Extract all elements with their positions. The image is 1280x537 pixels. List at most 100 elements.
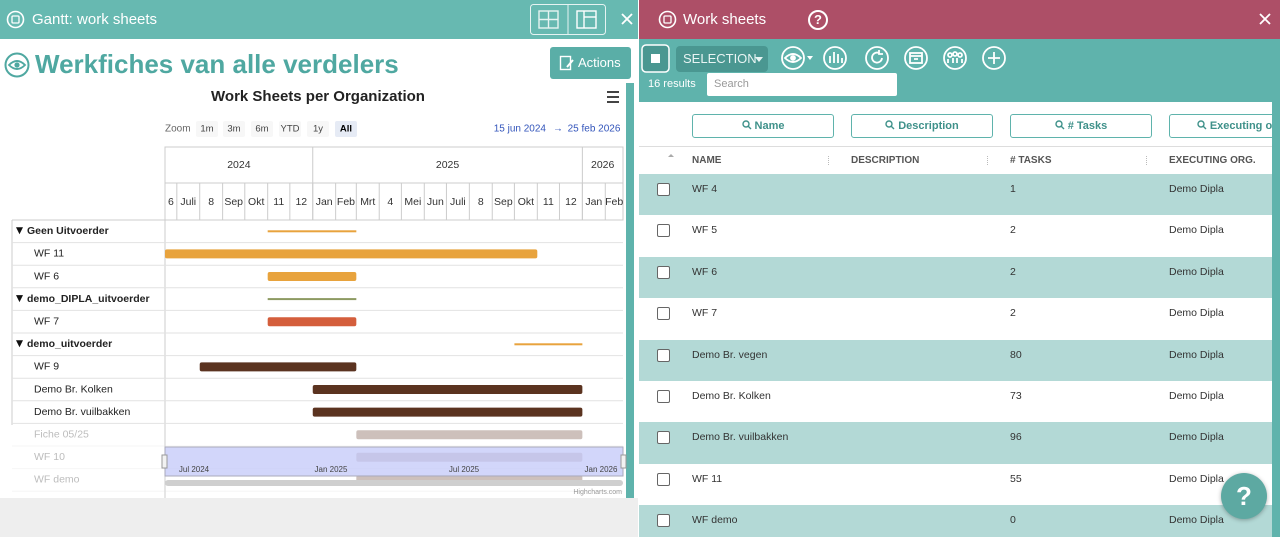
summary-bar xyxy=(267,230,357,233)
task-bar[interactable] xyxy=(199,362,357,372)
month-label: Jan xyxy=(585,196,602,208)
table-row[interactable]: Demo Br. Kolken 73 Demo Dipla xyxy=(639,381,1272,423)
zoom-button[interactable]: All xyxy=(335,121,357,137)
navigator-scrollbar[interactable] xyxy=(165,480,623,486)
column-header[interactable]: NAME xyxy=(692,155,722,166)
sort-icon xyxy=(828,156,831,165)
task-bar[interactable] xyxy=(267,317,357,327)
collapse-arrow[interactable] xyxy=(16,295,23,303)
archive-button[interactable] xyxy=(904,46,928,70)
collapse-arrow[interactable] xyxy=(16,340,23,348)
cell-org: Demo Dipla xyxy=(1169,472,1224,485)
row-checkbox[interactable] xyxy=(657,307,670,321)
navigator[interactable] xyxy=(164,446,624,477)
navigator-label: Jul 2025 xyxy=(449,465,480,474)
panel-icon xyxy=(6,10,25,29)
search-icon xyxy=(1055,120,1065,130)
row-checkbox[interactable] xyxy=(657,514,670,528)
zoom-button[interactable]: 3m xyxy=(223,121,245,137)
zoom-button-label: All xyxy=(340,124,352,135)
actions-icon xyxy=(559,55,574,71)
cell-name: WF 5 xyxy=(692,224,718,237)
filter-button[interactable]: Description xyxy=(851,114,993,138)
row-checkbox[interactable] xyxy=(657,183,670,196)
close-button[interactable] xyxy=(620,12,634,26)
view-toggle[interactable] xyxy=(530,4,606,35)
filter-button[interactable]: Name xyxy=(692,114,834,138)
group-button[interactable] xyxy=(943,46,967,70)
table-row[interactable]: WF 5 2 Demo Dipla xyxy=(639,215,1272,257)
table: Name Description # Tasks Executing org NAME D… xyxy=(639,102,1280,537)
row-checkbox[interactable] xyxy=(657,265,670,279)
navigator-label: Jan 2026 xyxy=(585,465,618,474)
help-button[interactable]: ? xyxy=(1221,473,1267,519)
selection-dropdown[interactable]: SELECTION xyxy=(676,46,768,72)
table-row[interactable]: Demo Br. vegen 80 Demo Dipla xyxy=(639,339,1272,381)
scrollbar[interactable] xyxy=(626,83,634,498)
navigator-handle[interactable] xyxy=(620,454,627,469)
cell-name: Demo Br. Kolken xyxy=(692,390,771,402)
task-bar[interactable] xyxy=(165,249,538,259)
actions-button[interactable]: Actions xyxy=(550,47,631,79)
row-label: WF demo xyxy=(34,474,80,486)
filter-button[interactable]: # Tasks xyxy=(1010,114,1152,138)
month-label: Okt xyxy=(518,196,534,208)
row-checkbox[interactable] xyxy=(657,348,670,362)
gantt-row: demo_DIPLA_uitvoerder xyxy=(12,293,623,311)
table-row[interactable]: Demo Br. vuilbakken 96 Demo Dipla xyxy=(639,422,1272,464)
navigator-handle[interactable] xyxy=(161,454,168,469)
column-header[interactable]: # TASKS xyxy=(1010,155,1052,166)
scrollbar[interactable] xyxy=(1272,102,1280,537)
chart-menu[interactable] xyxy=(607,91,619,103)
task-bar[interactable] xyxy=(312,385,583,394)
group-label: Geen Uitvoerder xyxy=(27,225,109,237)
task-bar[interactable] xyxy=(267,272,357,281)
view-button[interactable] xyxy=(781,46,813,70)
stop-button[interactable] xyxy=(641,44,670,73)
row-label: WF 11 xyxy=(34,248,64,260)
table-row[interactable]: WF demo 0 Demo Dipla xyxy=(639,505,1272,537)
month-label: Juli xyxy=(450,196,466,208)
zoom-button[interactable]: 1m xyxy=(196,121,218,137)
month-label: Feb xyxy=(605,196,623,208)
table-row[interactable]: WF 7 2 Demo Dipla xyxy=(639,298,1272,340)
column-header[interactable]: EXECUTING ORG. xyxy=(1169,155,1256,166)
collapse-arrow[interactable] xyxy=(16,227,23,235)
row-checkbox[interactable] xyxy=(657,390,670,403)
task-bar[interactable] xyxy=(356,430,583,440)
zoom-label: Zoom xyxy=(165,124,191,135)
navigator-label: Jan 2025 xyxy=(315,465,348,474)
cell-name: WF 6 xyxy=(692,265,718,278)
table-row[interactable]: WF 6 2 Demo Dipla xyxy=(639,256,1272,299)
zoom-button[interactable]: 6m xyxy=(251,121,273,137)
zoom-button-label: 6m xyxy=(255,124,268,135)
cell-name: WF 4 xyxy=(692,183,718,195)
row-checkbox[interactable] xyxy=(657,431,670,445)
zoom-button[interactable]: 1y xyxy=(307,121,329,137)
zoom-button-bg xyxy=(251,121,273,137)
refresh-button[interactable] xyxy=(865,46,889,70)
month-label: 12 xyxy=(295,196,307,208)
help-icon[interactable]: ? xyxy=(808,10,828,30)
search-input[interactable]: Search xyxy=(707,73,897,96)
sort-icon xyxy=(1146,156,1149,165)
task-bar[interactable] xyxy=(312,407,583,417)
filter-button[interactable]: Executing org xyxy=(1169,114,1280,138)
add-button[interactable] xyxy=(982,46,1006,70)
column-header[interactable]: DESCRIPTION xyxy=(851,155,920,166)
row-label: Demo Br. Kolken xyxy=(34,383,113,395)
row-label: WF 6 xyxy=(34,270,59,282)
cell-org: Demo Dipla xyxy=(1169,431,1224,444)
close-button[interactable] xyxy=(1258,12,1272,26)
table-row[interactable]: WF 4 1 Demo Dipla xyxy=(639,174,1272,216)
table-row[interactable]: WF 11 55 Demo Dipla xyxy=(639,463,1272,506)
panel-title: Work sheets xyxy=(683,11,767,28)
zoom-button[interactable]: YTD xyxy=(279,121,301,137)
row-checkbox[interactable] xyxy=(657,224,670,238)
zoom-button-bg xyxy=(335,121,357,137)
row-checkbox[interactable] xyxy=(657,472,670,486)
cell-tasks: 73 xyxy=(1010,390,1022,402)
chart-button[interactable] xyxy=(823,46,847,70)
year-label: 2024 xyxy=(227,159,251,171)
